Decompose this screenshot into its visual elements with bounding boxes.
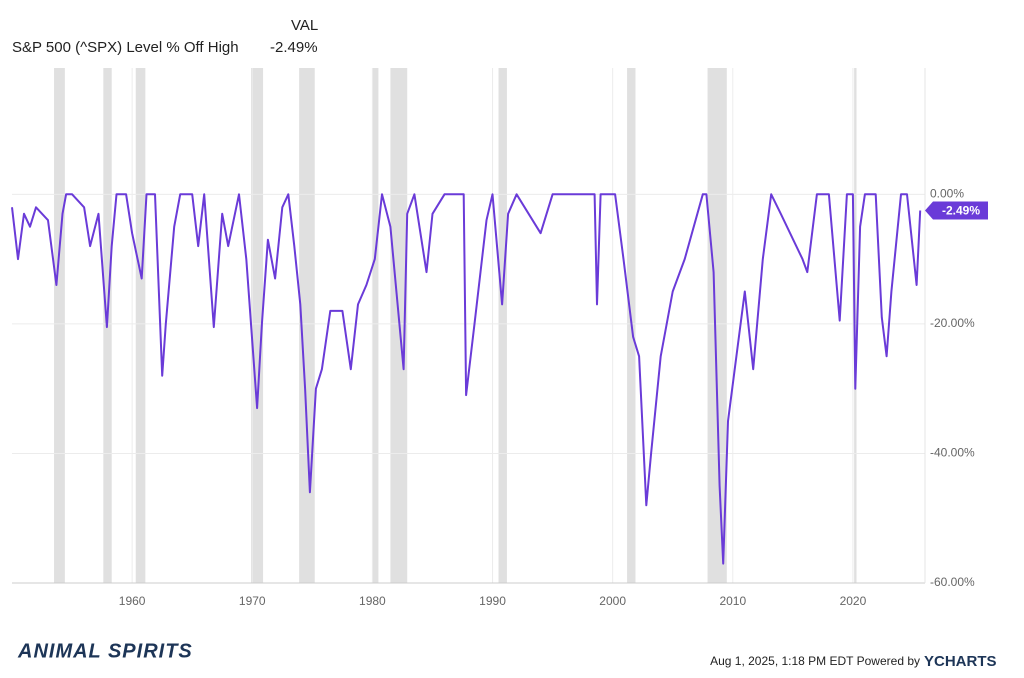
recession-band — [372, 68, 379, 583]
legend-header: VAL — [291, 17, 318, 34]
y-tick-label: -20.00% — [930, 316, 975, 330]
x-tick-label: 2000 — [599, 594, 626, 608]
legend-name: S&P 500 (^SPX) Level % Off High — [12, 39, 239, 56]
series-line — [11, 193, 922, 565]
x-tick-label: 1980 — [359, 594, 386, 608]
brand: ANIMAL SPIRITS — [17, 640, 193, 662]
x-tick-label: 1960 — [119, 594, 146, 608]
x-tick-label: 1990 — [479, 594, 506, 608]
plot-area — [12, 68, 925, 584]
recession-band — [54, 68, 65, 583]
current-value-flag — [925, 201, 988, 220]
current-value-label: -2.49% — [942, 204, 980, 218]
ycharts-logo: YCHARTS — [924, 653, 997, 670]
recession-band — [251, 68, 264, 583]
recession-band — [498, 68, 507, 583]
y-tick-label: 0.00% — [930, 186, 964, 200]
recession-band — [299, 68, 315, 583]
y-tick-label: -40.00% — [930, 446, 975, 460]
x-tick-label: 1970 — [239, 594, 266, 608]
y-tick-label: -60.00% — [930, 575, 975, 589]
x-tick-label: 2020 — [840, 594, 867, 608]
recession-band — [707, 68, 727, 583]
legend-value: -2.49% — [270, 39, 318, 56]
recession-band — [135, 68, 146, 583]
timestamp: Aug 1, 2025, 1:18 PM EDT Powered by — [710, 654, 920, 668]
x-tick-label: 2010 — [719, 594, 746, 608]
